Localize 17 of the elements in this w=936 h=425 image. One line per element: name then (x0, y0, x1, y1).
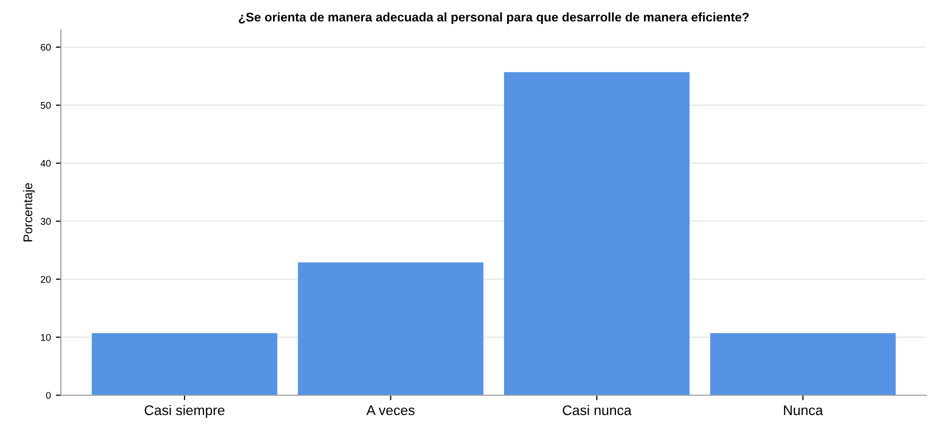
y-tick-label: 60 (40, 44, 51, 51)
x-tick-label: A veces (366, 405, 414, 416)
bar (298, 262, 484, 396)
x-tick-label: Casi siempre (144, 404, 224, 418)
y-tick-label: 30 (40, 218, 51, 225)
y-tick-label: 0 (46, 392, 51, 399)
bar (92, 333, 278, 396)
chart-title: ¿Se orienta de manera adecuada al personal para que desarrolle de manera eficiente? (238, 12, 749, 24)
y-axis-title: Porcentaje (23, 183, 35, 242)
y-tick-label: 50 (40, 102, 51, 109)
y-tick-label: 40 (40, 160, 51, 167)
bar (710, 333, 896, 396)
bar (504, 72, 690, 396)
x-tick-label: Casi nunca (562, 404, 632, 416)
y-tick-label: 10 (41, 334, 51, 341)
y-tick-label: 20 (40, 276, 51, 283)
x-tick-label: Nunca (784, 405, 824, 416)
